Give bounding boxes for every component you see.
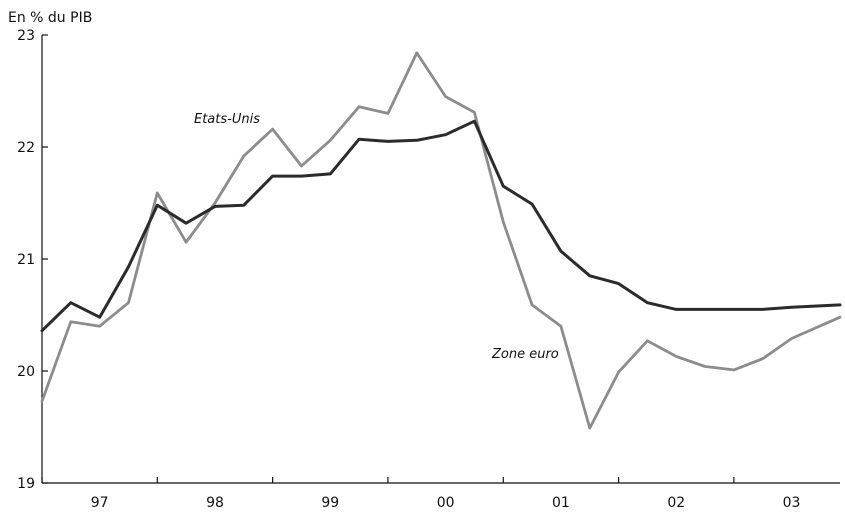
annotation-etats-unis: Etats-Unis [194,112,260,127]
x-tick-label: 99 [321,495,339,511]
x-tick-label: 02 [667,495,685,511]
y-tick-label: 23 [17,28,35,44]
y-tick-label: 19 [17,476,35,492]
x-tick-label: 01 [552,495,570,511]
y-tick-label: 21 [17,252,35,268]
y-unit-label: En % du PIB [8,10,92,26]
axis-ticks: 23 22 21 20 19 97 98 99 00 01 02 03 [17,28,800,511]
y-tick-label: 22 [17,140,35,156]
series-group [40,51,842,430]
x-tick-label: 03 [783,495,801,511]
axes [41,35,840,484]
annotation-zone-euro: Zone euro [491,347,559,362]
series-line-etats-unis [40,119,842,333]
x-tick-label: 97 [91,495,109,511]
x-tick-label: 98 [206,495,224,511]
series-line-zone-euro [40,51,842,430]
y-tick-label: 20 [17,364,35,380]
x-tick-label: 00 [437,495,455,511]
